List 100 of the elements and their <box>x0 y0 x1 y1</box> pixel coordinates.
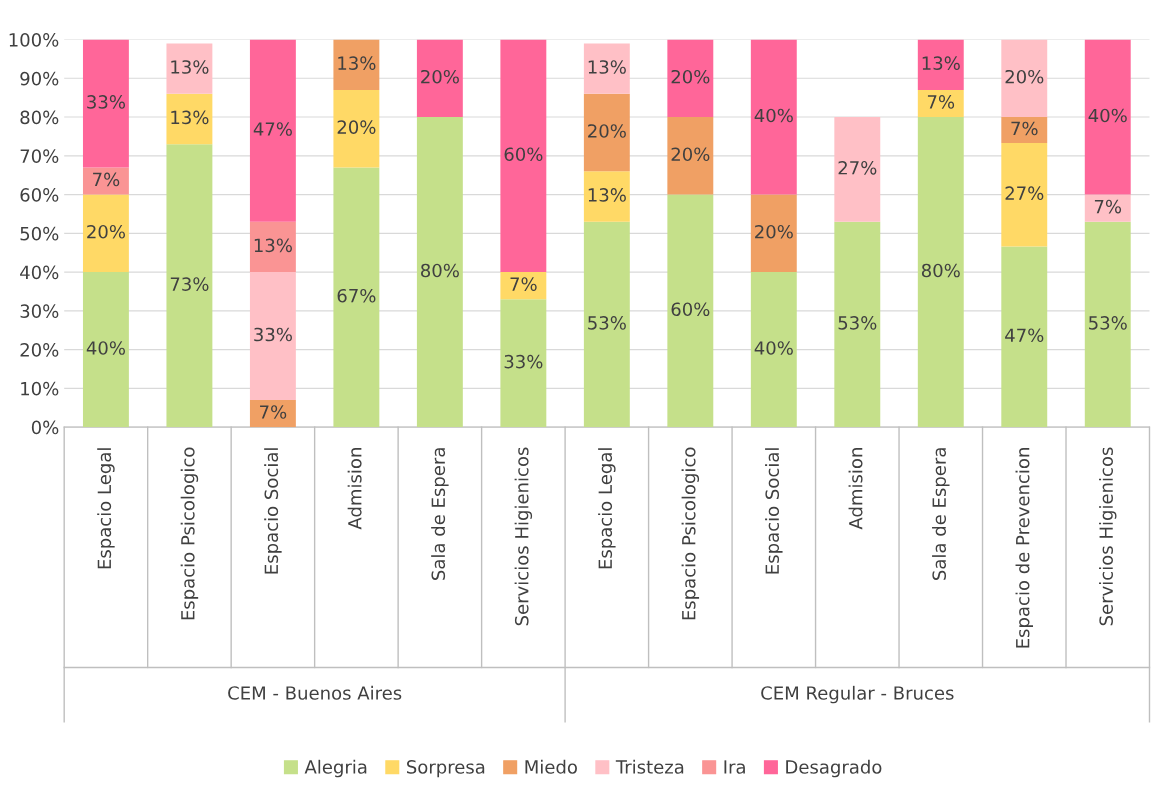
bar <box>750 272 797 428</box>
bar <box>82 194 129 273</box>
bar <box>1084 221 1131 428</box>
bar <box>82 167 129 195</box>
y-tick-label: 0% <box>31 420 59 435</box>
data-label: 20% <box>421 69 459 84</box>
bar <box>667 194 714 428</box>
data-label: 7% <box>510 277 537 291</box>
data-label: 47% <box>1005 328 1044 343</box>
x-tick-label: Espacio Psicologico <box>681 447 700 620</box>
bar <box>500 39 547 273</box>
data-label: 20% <box>588 124 626 138</box>
data-label: 13% <box>171 60 209 74</box>
y-tick-label: 70% <box>20 149 59 163</box>
x-tick-label: Espacio Social <box>264 448 282 574</box>
bar <box>583 93 630 172</box>
bar <box>166 144 213 428</box>
data-label: 60% <box>504 147 543 162</box>
bar <box>500 299 547 428</box>
bar <box>1001 246 1048 428</box>
bar <box>583 221 630 428</box>
data-label: 7% <box>93 172 120 187</box>
bar <box>82 272 129 428</box>
bar <box>500 272 547 300</box>
data-label: 33% <box>87 95 125 109</box>
data-label: 53% <box>588 316 626 330</box>
data-label: 13% <box>588 188 626 202</box>
data-label: 20% <box>671 147 710 162</box>
bar <box>917 117 964 428</box>
x-tick-label: Espacio Legal <box>97 448 115 569</box>
bar <box>1084 39 1131 195</box>
data-label: 33% <box>254 327 292 342</box>
data-label: 53% <box>1089 316 1127 330</box>
data-label: 7% <box>927 95 955 109</box>
y-tick-label: 100% <box>9 33 59 47</box>
bar <box>667 117 714 195</box>
bar <box>333 39 380 90</box>
data-label: 40% <box>86 341 125 355</box>
data-label: 20% <box>755 224 793 239</box>
y-tick-label: 30% <box>20 304 59 318</box>
data-label: 7% <box>1094 199 1122 214</box>
legend-label: Miedo <box>525 759 577 774</box>
y-tick-label: 90% <box>20 71 59 86</box>
y-tick-label: 20% <box>20 343 59 357</box>
x-tick-label: Sala de Espera <box>431 448 449 580</box>
bar <box>1001 39 1048 118</box>
data-label: 40% <box>754 108 793 123</box>
x-tick-label: Espacio Legal <box>598 448 616 569</box>
legend-label: Ira <box>724 760 745 774</box>
bar <box>249 39 296 222</box>
bar <box>416 39 463 118</box>
data-label: 7% <box>260 405 287 419</box>
bar <box>166 43 213 94</box>
bar <box>917 89 964 118</box>
y-tick-label: 50% <box>20 226 59 241</box>
legend-label: Desagrado <box>786 759 882 778</box>
bar <box>750 39 797 195</box>
y-tick-label: 40% <box>20 265 59 280</box>
y-tick-label: 10% <box>21 381 59 396</box>
data-label: 73% <box>170 277 209 291</box>
bar <box>1084 194 1131 222</box>
data-label: 80% <box>421 263 459 278</box>
bar <box>166 93 213 145</box>
data-label: 13% <box>588 60 626 74</box>
bar <box>82 39 129 168</box>
x-tick-label: Admision <box>347 448 362 530</box>
x-tick-label: Espacio Psicologico <box>180 447 199 620</box>
data-label: 60% <box>671 302 710 317</box>
data-label: 80% <box>921 263 960 278</box>
x-tick-label: Espacio de Prevencion <box>1015 448 1033 648</box>
data-label: 13% <box>254 238 292 253</box>
data-label: 13% <box>338 56 376 70</box>
legend-label: Alegria <box>304 759 367 778</box>
data-label: 47% <box>253 122 292 136</box>
data-label: 53% <box>838 316 877 330</box>
data-label: 27% <box>838 160 877 175</box>
data-label: 13% <box>171 110 209 125</box>
bar <box>750 194 797 273</box>
y-tick-label: 60% <box>20 188 59 202</box>
bar <box>1001 143 1048 247</box>
bar <box>583 171 630 222</box>
legend-label: Sorpresa <box>407 760 485 778</box>
bar <box>416 117 463 428</box>
x-tick-label: Admision <box>848 448 863 530</box>
data-label: 40% <box>754 341 793 355</box>
data-label: 27% <box>1005 186 1044 201</box>
bar <box>333 89 380 168</box>
bar <box>1001 117 1048 144</box>
data-label: 13% <box>922 56 960 70</box>
data-label: 40% <box>1088 108 1127 123</box>
bar <box>249 400 296 428</box>
bar <box>333 167 380 428</box>
x-tick-label: Sala de Espera <box>932 448 950 580</box>
bar <box>249 221 296 273</box>
y-tick-label: 80% <box>20 110 59 125</box>
bar <box>917 39 964 90</box>
bar <box>583 43 630 94</box>
data-label: 67% <box>337 288 376 303</box>
data-label: 20% <box>337 120 376 134</box>
legend-label: Tristeza <box>615 759 684 774</box>
